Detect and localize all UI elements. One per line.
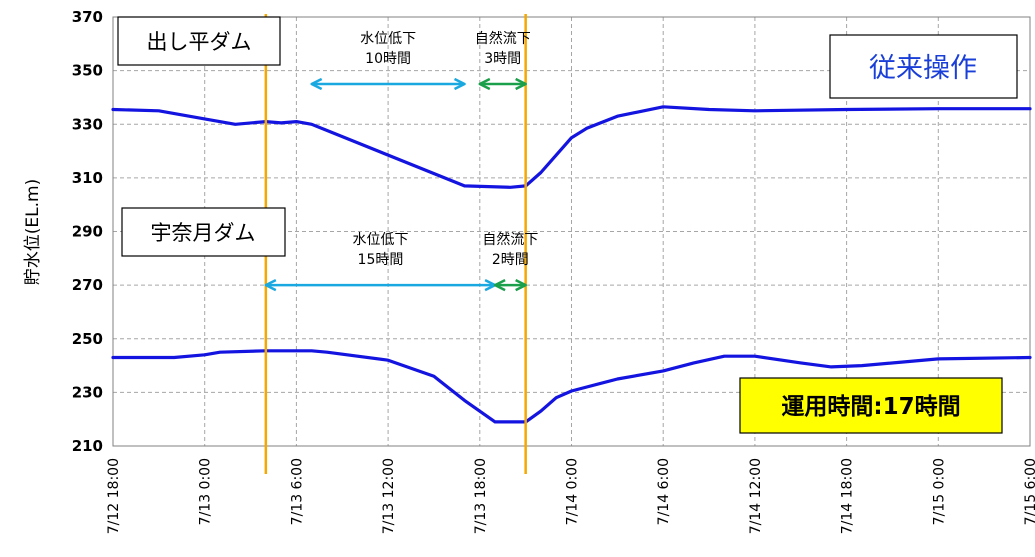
x-tick-label: 7/14 0:00 [565,458,581,525]
lower-dam-label-box: 宇奈月ダム [121,207,286,257]
y-tick-label: 310 [72,169,103,187]
arrow-label-line2: 3時間 [484,51,521,67]
arrow-label-line1: 自然流下 [475,30,531,47]
y-tick-label: 350 [72,62,103,80]
x-tick-label: 7/14 12:00 [748,458,764,534]
arrow-head-left [478,77,491,91]
y-tick-label: 290 [72,223,103,241]
x-tick-label: 7/13 6:00 [289,458,305,525]
operation-time-label: 運用時間:17時間 [781,394,960,420]
y-tick-label: 210 [72,437,103,455]
mode-label-box: 従来操作 [829,34,1018,99]
duration-arrow: 水位低下 15時間 [264,232,497,292]
x-tick-label: 7/13 18:00 [473,458,489,534]
duration-arrow: 自然流下 3時間 [475,30,531,91]
arrow-label-line2: 10時間 [365,51,411,67]
arrow-label-line1: 自然流下 [482,231,538,248]
x-tick-label: 7/14 6:00 [656,458,672,525]
arrow-head-left [264,279,277,292]
arrow-head-right [515,279,527,292]
lower-dam-label: 宇奈月ダム [151,221,256,245]
upper-dam-label: 出し平ダム [147,30,252,54]
x-tick-label: 7/12 18:00 [106,458,122,534]
arrow-head-right [453,77,466,91]
arrow-label-line2: 15時間 [358,252,404,268]
arrow-head-left [493,279,506,292]
arrow-label-line1: 水位低下 [352,232,408,248]
arrow-label-line1: 水位低下 [360,31,416,47]
duration-arrow: 水位低下 10時間 [310,31,466,91]
arrow-head-left [310,77,323,91]
x-tick-labels: 7/12 18:00 7/13 0:00 7/13 6:00 7/13 12:00 7/… [106,458,1035,534]
x-tick-label: 7/14 18:00 [840,458,856,534]
duration-arrow: 自然流下 2時間 [482,231,538,292]
y-tick-label: 250 [72,330,103,348]
x-tick-label: 7/13 0:00 [198,458,214,525]
y-axis-label: 貯水位(EL.m) [23,179,43,285]
plot-area-border [112,16,1031,447]
arrow-head-right [515,77,527,91]
x-tick-label: 7/15 6:00 [1023,458,1035,525]
upper-dam-label-box: 出し平ダム [117,16,281,66]
y-tick-labels: 210 230 250 270 290 310 330 350 370 [72,8,103,455]
x-tick-label: 7/15 0:00 [931,458,947,525]
x-tick-label: 7/13 12:00 [381,458,397,534]
y-tick-label: 330 [72,115,103,133]
y-tick-label: 370 [72,8,103,26]
y-tick-label: 270 [72,276,103,294]
y-tick-label: 230 [72,383,103,401]
arrow-label-line2: 2時間 [492,252,529,268]
mode-label: 従来操作 [869,53,977,84]
operation-time-box: 運用時間:17時間 [739,377,1003,434]
